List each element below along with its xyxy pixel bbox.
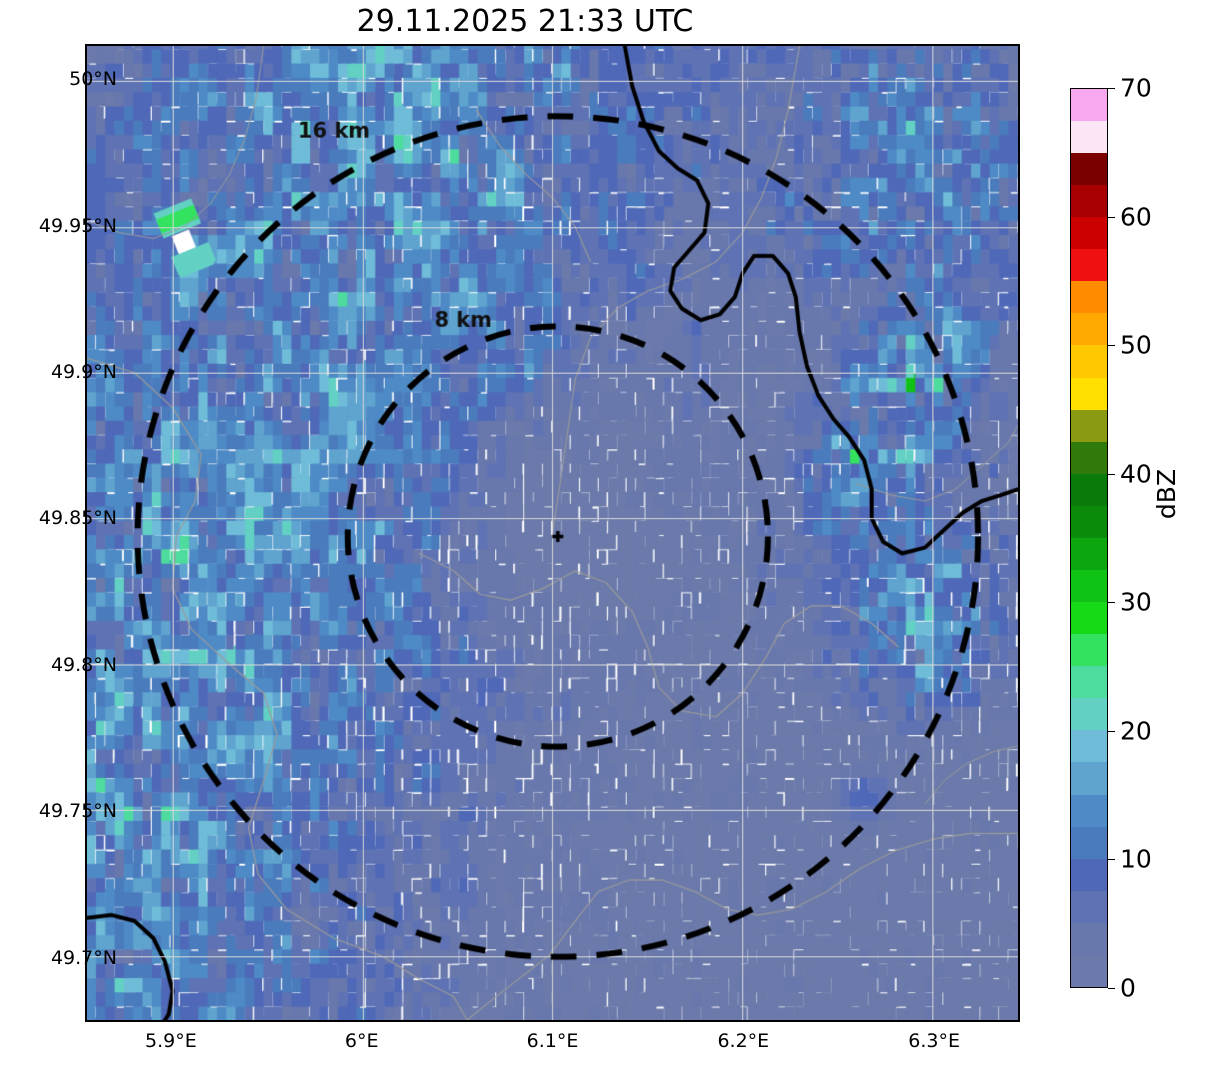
colorbar-tick-mark [1108,730,1115,732]
colorbar-band [1071,954,1107,987]
colorbar-band [1071,217,1107,250]
colorbar-tick-mark [1108,602,1115,604]
colorbar[interactable] [1070,88,1108,988]
y-tick-label: 49.85°N [38,507,117,530]
x-tick-label: 5.9°E [144,1030,197,1052]
colorbar-band [1071,120,1107,153]
colorbar-band [1071,345,1107,378]
colorbar-band [1071,794,1107,827]
y-tick-label: 50°N [69,68,117,91]
y-tick-label: 49.75°N [38,800,117,823]
colorbar-tick-label: 50 [1120,330,1152,360]
colorbar-band [1071,377,1107,410]
y-tick-label: 49.8°N [50,653,117,676]
y-tick-label: 49.7°N [50,946,117,969]
colorbar-tick-mark [1108,859,1115,861]
colorbar-tick-mark [1108,988,1115,989]
colorbar-band [1071,826,1107,859]
x-tick-label: 6.1°E [526,1030,579,1052]
colorbar-tick-mark [1108,473,1115,475]
colorbar-tick-label: 10 [1120,844,1152,874]
colorbar-band [1071,922,1107,955]
colorbar-band [1071,185,1107,218]
colorbar-band [1071,249,1107,282]
colorbar-tick-label: 30 [1120,587,1152,617]
colorbar-band [1071,505,1107,538]
colorbar-tick-label: 70 [1120,73,1152,103]
colorbar-gradient [1070,88,1108,988]
colorbar-band [1071,634,1107,667]
y-tick-label: 49.95°N [38,214,117,237]
colorbar-band [1071,762,1107,795]
colorbar-band [1071,409,1107,442]
colorbar-band [1071,730,1107,763]
colorbar-band [1071,152,1107,186]
colorbar-band [1071,698,1107,731]
colorbar-band [1071,537,1107,570]
colorbar-tick-label: 20 [1120,716,1152,746]
y-tick-label: 49.9°N [50,360,117,383]
colorbar-band [1071,88,1107,121]
colorbar-tick-label: 40 [1120,459,1152,489]
colorbar-band [1071,313,1107,346]
x-tick-label: 6°E [344,1030,379,1052]
colorbar-axis-label: dBZ [1152,468,1181,520]
colorbar-tick-label: 0 [1120,973,1136,1003]
radar-reflectivity-canvas [87,46,1018,1020]
colorbar-band [1071,569,1107,603]
x-tick-label: 6.2°E [717,1030,770,1052]
colorbar-tick-mark [1108,216,1115,218]
figure-title: 29.11.2025 21:33 UTC [356,4,694,39]
colorbar-band [1071,602,1107,635]
radar-plot-area[interactable] [85,44,1020,1022]
colorbar-band [1071,441,1107,474]
colorbar-tick-mark [1108,345,1115,347]
colorbar-band [1071,281,1107,314]
colorbar-band [1071,666,1107,699]
colorbar-band [1071,890,1107,923]
colorbar-tick-mark [1108,88,1115,89]
x-tick-label: 6.3°E [908,1030,960,1052]
colorbar-tick-label: 60 [1120,202,1152,232]
colorbar-band [1071,858,1107,891]
colorbar-band [1071,473,1107,506]
